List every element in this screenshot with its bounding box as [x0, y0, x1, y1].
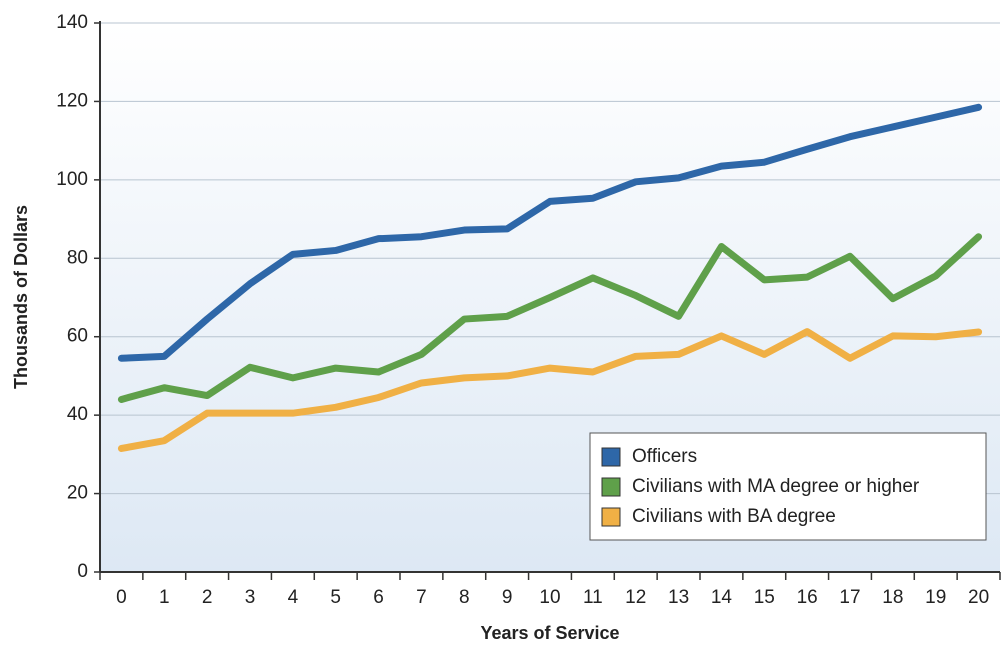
x-tick-label: 6 [373, 587, 384, 608]
legend-label: Civilians with MA degree or higher [632, 476, 920, 497]
x-tick-label: 13 [668, 587, 689, 608]
x-tick-label: 19 [925, 587, 946, 608]
x-tick-label: 7 [416, 587, 427, 608]
x-tick-label: 18 [882, 587, 903, 608]
legend-swatch [601, 477, 621, 497]
x-tick-label: 14 [711, 587, 733, 608]
x-tick-label: 10 [539, 587, 560, 608]
y-tick-label: 20 [67, 483, 88, 504]
series-line [117, 328, 983, 452]
y-tick-label: 0 [77, 561, 88, 582]
x-tick-label: 3 [245, 587, 256, 608]
y-axis-title: Thousands of Dollars [11, 205, 31, 389]
x-tick-label: 11 [583, 587, 603, 608]
legend-label: Civilians with BA degree [632, 506, 836, 527]
series-line [117, 233, 983, 403]
x-tick-label: 4 [288, 587, 299, 608]
y-tick-label: 40 [67, 404, 88, 425]
x-tick-label: 1 [159, 587, 170, 608]
x-tick-label: 16 [797, 587, 818, 608]
legend-box [589, 432, 987, 541]
x-tick-label: 5 [330, 587, 341, 608]
y-tick-label: 80 [67, 247, 88, 268]
y-tick-label: 100 [56, 169, 88, 190]
x-tick-label: 17 [839, 587, 860, 608]
y-tick-label: 120 [56, 90, 88, 111]
x-tick-label: 20 [968, 587, 989, 608]
x-axis-title: Years of Service [480, 623, 619, 643]
legend-swatch [601, 507, 621, 527]
x-tick-label: 2 [202, 587, 213, 608]
x-tick-label: 12 [625, 587, 646, 608]
legend-label: Officers [632, 446, 697, 467]
x-tick-label: 15 [754, 587, 775, 608]
y-tick-label: 60 [67, 326, 88, 347]
x-tick-label: 9 [502, 587, 513, 608]
series-line [117, 103, 983, 362]
legend-swatch [601, 447, 621, 467]
y-tick-label: 140 [56, 12, 88, 33]
x-tick-label: 0 [116, 587, 127, 608]
x-tick-label: 8 [459, 587, 470, 608]
